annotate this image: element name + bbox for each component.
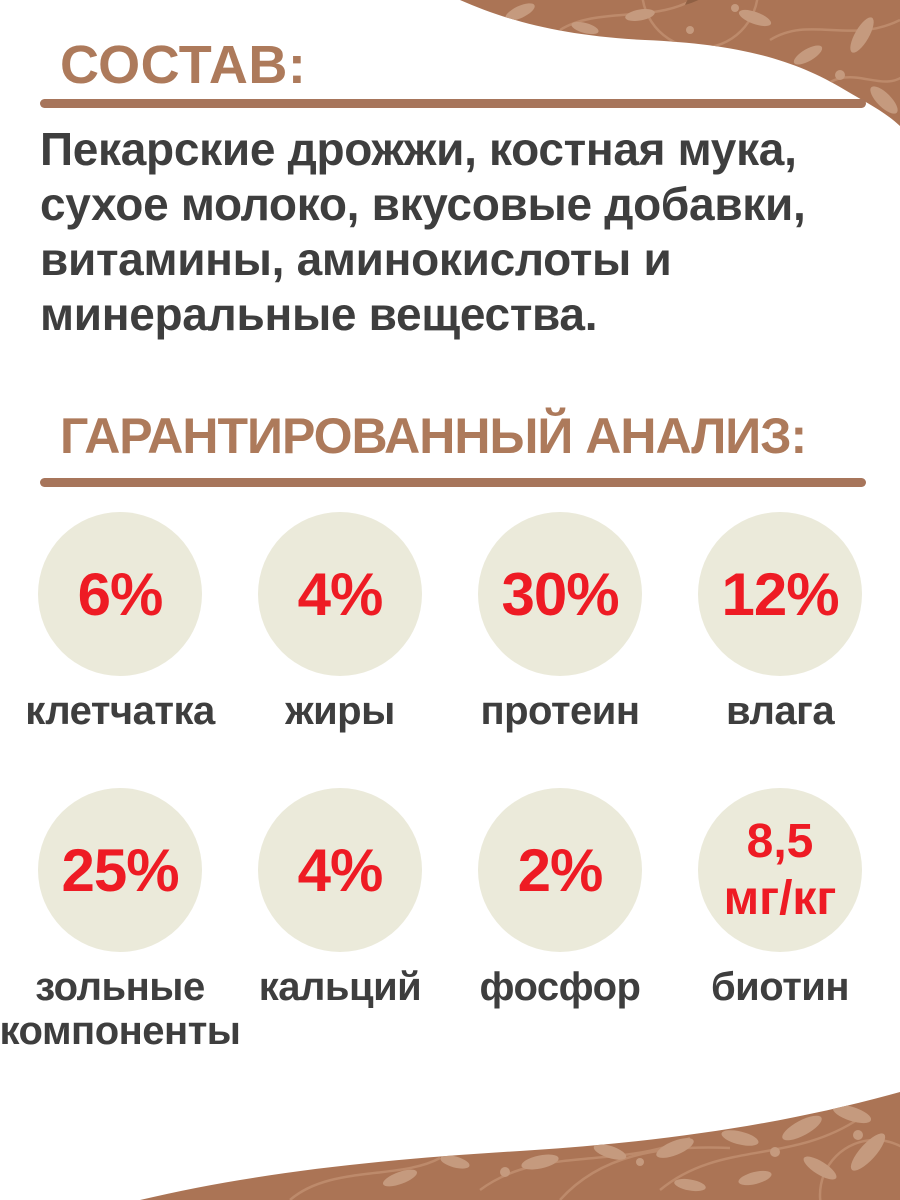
stat-label: фосфор (479, 965, 641, 1009)
stat-value: 6% (77, 560, 164, 628)
stat-label: биотин (710, 965, 850, 1009)
stat-fiber: 6% клетчатка (10, 512, 230, 733)
stat-circle: 12% (698, 512, 862, 676)
stat-biotin: 8,5 мг/кг биотин (670, 788, 890, 1053)
stat-calcium: 4% кальций (230, 788, 450, 1053)
stat-circle: 4% (258, 788, 422, 952)
analysis-row-1: 6% клетчатка 4% жиры 30% протеин 12% вла… (10, 512, 890, 733)
stat-phosphorus: 2% фосфор (450, 788, 670, 1053)
stat-protein: 30% протеин (450, 512, 670, 733)
stat-label: протеин (480, 689, 640, 733)
analysis-row-2: 25% зольные компоненты 4% кальций 2% фос… (0, 788, 890, 1053)
analysis-heading: ГАРАНТИРОВАННЫЙ АНАЛИЗ: (60, 408, 807, 464)
stat-label: жиры (285, 689, 395, 733)
stat-value: 8,5 мг/кг (723, 815, 837, 925)
stat-value: 4% (297, 560, 384, 628)
divider-line (40, 478, 866, 487)
stat-value: 2% (517, 836, 604, 904)
divider-line (40, 99, 866, 108)
stat-value: 12% (721, 560, 839, 628)
composition-text: Пекарские дрожжи, костная мука, сухое мо… (40, 123, 806, 340)
stat-fat: 4% жиры (230, 512, 450, 733)
floral-pattern (289, 1104, 900, 1200)
stat-circle: 8,5 мг/кг (698, 788, 862, 952)
stat-label: влага (725, 689, 835, 733)
stat-circle: 25% (38, 788, 202, 952)
stat-value: 4% (297, 836, 384, 904)
stat-value: 30% (501, 560, 619, 628)
stat-value: 25% (61, 836, 179, 904)
stat-label: зольные компоненты (0, 965, 241, 1053)
stat-ash: 25% зольные компоненты (0, 788, 241, 1053)
stat-circle: 4% (258, 512, 422, 676)
stat-label: клетчатка (25, 689, 215, 733)
stat-circle: 30% (478, 512, 642, 676)
stat-circle: 6% (38, 512, 202, 676)
stat-moisture: 12% влага (670, 512, 890, 733)
stat-circle: 2% (478, 788, 642, 952)
corner-wave-shape (140, 1092, 900, 1200)
composition-heading: СОСТАВ: (60, 35, 307, 95)
bottom-corner-decoration (140, 1092, 900, 1200)
stat-label: кальций (258, 965, 422, 1009)
